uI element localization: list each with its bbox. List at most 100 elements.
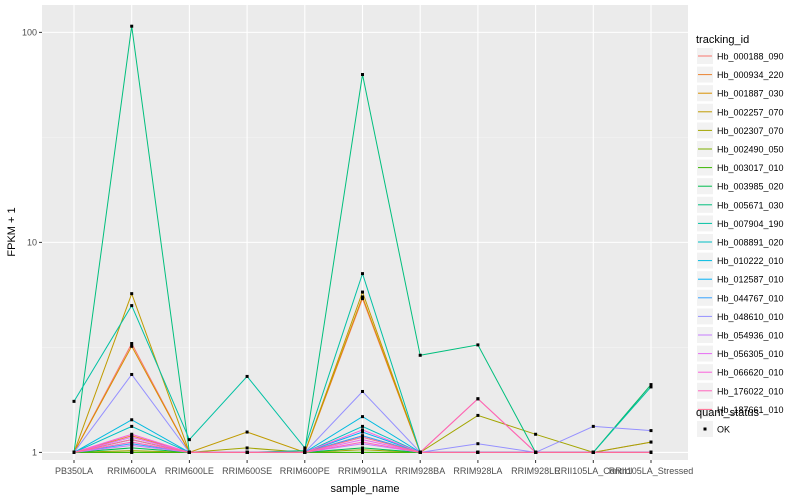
legend-title: tracking_id (696, 34, 749, 46)
x-tick-label: RRII105LA_Control (554, 466, 632, 476)
data-point (361, 442, 364, 446)
legend-item: Hb_003985_020 (697, 178, 784, 195)
data-point (649, 440, 653, 444)
data-point (361, 73, 364, 77)
legend-item: Hb_010222_010 (697, 252, 784, 269)
data-point (591, 424, 595, 428)
legend-item: Hb_012587_010 (697, 271, 784, 288)
data-point (476, 343, 480, 347)
data-point (361, 272, 364, 276)
data-point (534, 432, 538, 436)
legend-item: Hb_054936_010 (697, 327, 784, 343)
y-tick-label: 10 (27, 237, 37, 247)
data-point (72, 399, 76, 403)
data-point (130, 432, 134, 436)
data-point (361, 295, 364, 299)
legend-label: Hb_002307_070 (717, 126, 784, 136)
shape-legend-item: OK (697, 421, 730, 437)
legend-label: Hb_000934_220 (717, 70, 784, 80)
data-point (245, 374, 249, 378)
legend-item: Hb_044767_010 (697, 289, 784, 306)
data-point (591, 450, 595, 454)
data-point (130, 344, 134, 348)
data-point (649, 429, 653, 433)
data-point (361, 440, 364, 444)
data-point (361, 428, 364, 432)
data-point (476, 442, 480, 446)
legend-label: Hb_187661_010 (717, 405, 784, 415)
data-point (130, 443, 134, 447)
panel-background (42, 5, 688, 460)
data-point (245, 450, 249, 454)
data-point (649, 383, 653, 387)
data-point (361, 430, 364, 434)
shape-legend-items: OK (697, 421, 730, 437)
data-point (130, 442, 134, 446)
legend-label: Hb_007904_190 (717, 219, 784, 229)
x-tick-label: RRIM600SE (222, 466, 272, 476)
legend-item: Hb_000188_090 (697, 48, 784, 64)
legend-label: Hb_066620_010 (717, 368, 784, 378)
legend-item: Hb_048610_010 (697, 308, 784, 325)
legend-item: Hb_187661_010 (697, 401, 784, 418)
legend-item: Hb_176022_010 (697, 382, 784, 399)
legend-item: Hb_002257_070 (697, 103, 784, 120)
x-tick-label: RRIM928LA (453, 466, 502, 476)
data-point (361, 389, 364, 393)
x-tick-label: RRIM901LA (338, 466, 387, 476)
y-axis: 1 10 100 (22, 27, 42, 457)
y-tick-label: 100 (22, 27, 37, 37)
data-point (130, 24, 134, 28)
data-point (361, 438, 364, 442)
legend-label: Hb_003985_020 (717, 182, 784, 192)
legend-item: Hb_000934_220 (697, 66, 784, 83)
legend-label: Hb_002257_070 (717, 107, 784, 117)
data-point (130, 424, 134, 428)
shape-legend-label: OK (717, 425, 730, 435)
legend-label: Hb_054936_010 (717, 331, 784, 341)
data-point (418, 450, 422, 454)
grid-major (42, 5, 688, 460)
shape-legend-point (703, 427, 707, 431)
x-axis-title: sample_name (330, 483, 399, 495)
data-point (361, 434, 364, 438)
data-point (130, 435, 134, 439)
legend-label: Hb_000188_090 (717, 52, 784, 62)
legend-item: Hb_056305_010 (697, 345, 784, 362)
data-point (418, 353, 422, 357)
data-point (361, 448, 364, 452)
data-point (130, 342, 134, 346)
legend-label: Hb_001887_030 (717, 89, 784, 99)
data-point (130, 440, 134, 444)
legend-label: Hb_056305_010 (717, 349, 784, 359)
data-point (130, 418, 134, 422)
x-axis: PB350LA RRIM600LA RRIM600LE RRIM600SE RRIM60… (55, 460, 693, 476)
data-point (361, 424, 364, 428)
data-point (130, 438, 134, 442)
data-point (361, 435, 364, 439)
data-point (303, 450, 307, 454)
data-point (534, 450, 538, 454)
data-point (303, 449, 307, 453)
data-point (130, 372, 134, 376)
data-point (130, 449, 134, 453)
legend-item: Hb_003017_010 (697, 159, 784, 176)
legend-item: Hb_002307_070 (697, 122, 784, 139)
data-point (187, 450, 191, 454)
data-point (361, 297, 364, 301)
legend-item: Hb_008891_020 (697, 234, 784, 250)
data-point (361, 450, 364, 454)
data-point (476, 450, 480, 454)
data-point (130, 292, 134, 296)
shape-legend-title: quant_status (696, 407, 759, 419)
legend-item: Hb_005671_030 (697, 196, 784, 213)
legend-item: Hb_002490_050 (697, 141, 784, 157)
x-tick-label: RRIM928LE (511, 466, 560, 476)
legend-label: Hb_003017_010 (717, 163, 784, 173)
data-point (130, 446, 134, 450)
legend-label: Hb_176022_010 (717, 386, 784, 396)
data-point (187, 438, 191, 442)
data-point (130, 450, 134, 454)
legend-item: Hb_007904_190 (697, 215, 784, 232)
